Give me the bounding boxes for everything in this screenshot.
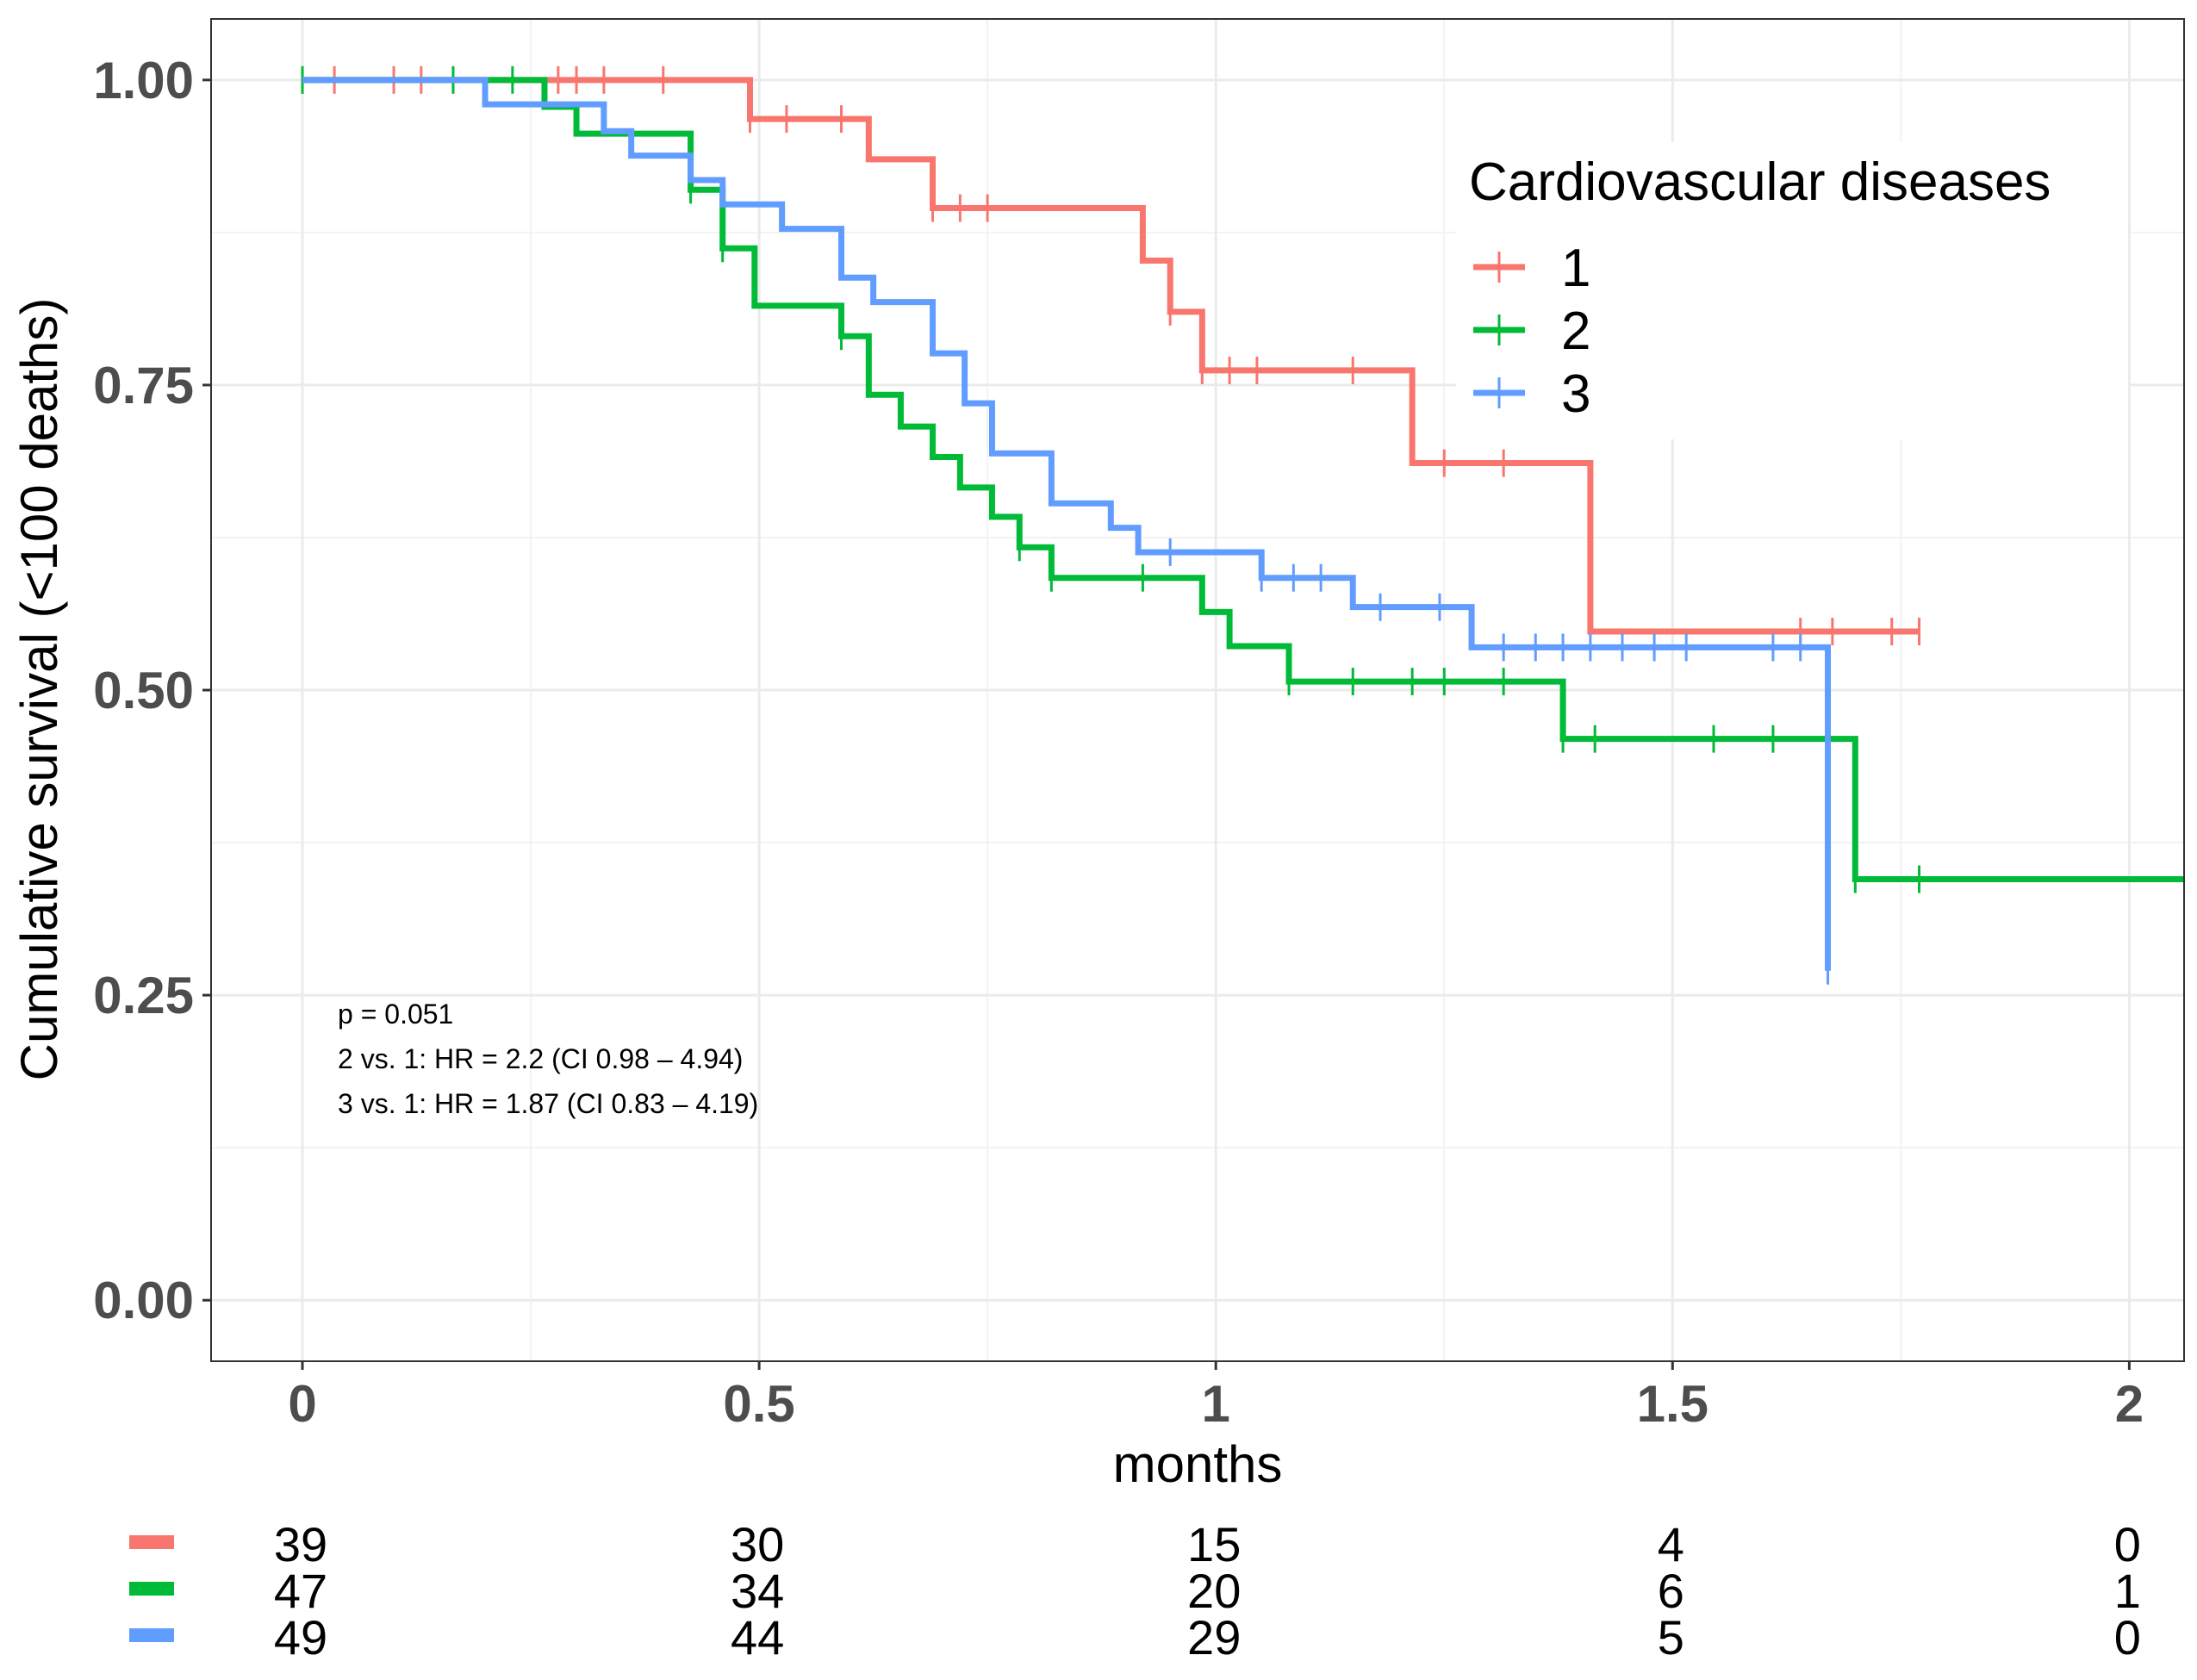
risk-table: 39 30 15 4 0 47 34 20 6 1 49 44 29 5 0 bbox=[129, 1517, 2141, 1664]
x-tick-label: 1 bbox=[1202, 1375, 1230, 1433]
legend-label-3: 3 bbox=[1561, 364, 1590, 424]
annotation-block: p = 0.051 2 vs. 1: HR = 2.2 (CI 0.98 – 4… bbox=[338, 999, 758, 1119]
risk-row-swatch-3 bbox=[129, 1628, 174, 1642]
risk-count: 44 bbox=[731, 1610, 784, 1664]
y-tick-label: 0.25 bbox=[93, 967, 194, 1024]
risk-row-swatch-2 bbox=[129, 1582, 174, 1596]
risk-count: 34 bbox=[731, 1564, 784, 1618]
risk-count: 39 bbox=[274, 1517, 327, 1571]
risk-count: 49 bbox=[274, 1610, 327, 1664]
y-tick-label: 0.00 bbox=[93, 1272, 194, 1329]
risk-count: 1 bbox=[2114, 1564, 2141, 1618]
legend-background bbox=[1456, 142, 2128, 439]
risk-count: 4 bbox=[1658, 1517, 1684, 1571]
risk-row-swatch-1 bbox=[129, 1535, 174, 1549]
x-tick-label: 2 bbox=[2115, 1375, 2144, 1433]
x-tick-label: 0 bbox=[288, 1375, 316, 1433]
y-tick-label: 0.50 bbox=[93, 662, 194, 719]
x-tick-label: 1.5 bbox=[1637, 1375, 1708, 1433]
curve-line-2 bbox=[302, 77, 2184, 883]
legend: Cardiovascular diseases 1 2 3 bbox=[1456, 142, 2128, 439]
risk-count: 5 bbox=[1658, 1610, 1684, 1664]
p-value-text: p = 0.051 bbox=[338, 999, 453, 1030]
axes: 0.00 0.25 0.50 0.75 1.00 0 0.5 1 1.5 2 bbox=[93, 52, 2144, 1433]
risk-count: 15 bbox=[1187, 1517, 1241, 1571]
y-tick-label: 0.75 bbox=[93, 357, 194, 414]
risk-count: 20 bbox=[1187, 1564, 1241, 1618]
hr-3-vs-1-text: 3 vs. 1: HR = 1.87 (CI 0.83 – 4.19) bbox=[338, 1088, 758, 1119]
legend-title: Cardiovascular diseases bbox=[1469, 152, 2051, 212]
y-tick-label: 1.00 bbox=[93, 52, 194, 109]
legend-label-1: 1 bbox=[1561, 239, 1590, 298]
x-tick-label: 0.5 bbox=[723, 1375, 794, 1433]
legend-label-2: 2 bbox=[1561, 302, 1590, 361]
risk-count: 0 bbox=[2114, 1517, 2141, 1571]
risk-count: 47 bbox=[274, 1564, 327, 1618]
x-axis-title: months bbox=[1113, 1435, 1283, 1493]
y-axis-title: Cumulative survival (<100 deaths) bbox=[10, 298, 68, 1081]
risk-count: 30 bbox=[731, 1517, 784, 1571]
hr-2-vs-1-text: 2 vs. 1: HR = 2.2 (CI 0.98 – 4.94) bbox=[338, 1043, 743, 1074]
risk-count: 0 bbox=[2114, 1610, 2141, 1664]
curve-line-1 bbox=[302, 77, 1920, 635]
survival-curves bbox=[301, 65, 2184, 985]
series-3 bbox=[302, 77, 1832, 985]
risk-count: 6 bbox=[1658, 1564, 1684, 1618]
risk-count: 29 bbox=[1187, 1610, 1241, 1664]
